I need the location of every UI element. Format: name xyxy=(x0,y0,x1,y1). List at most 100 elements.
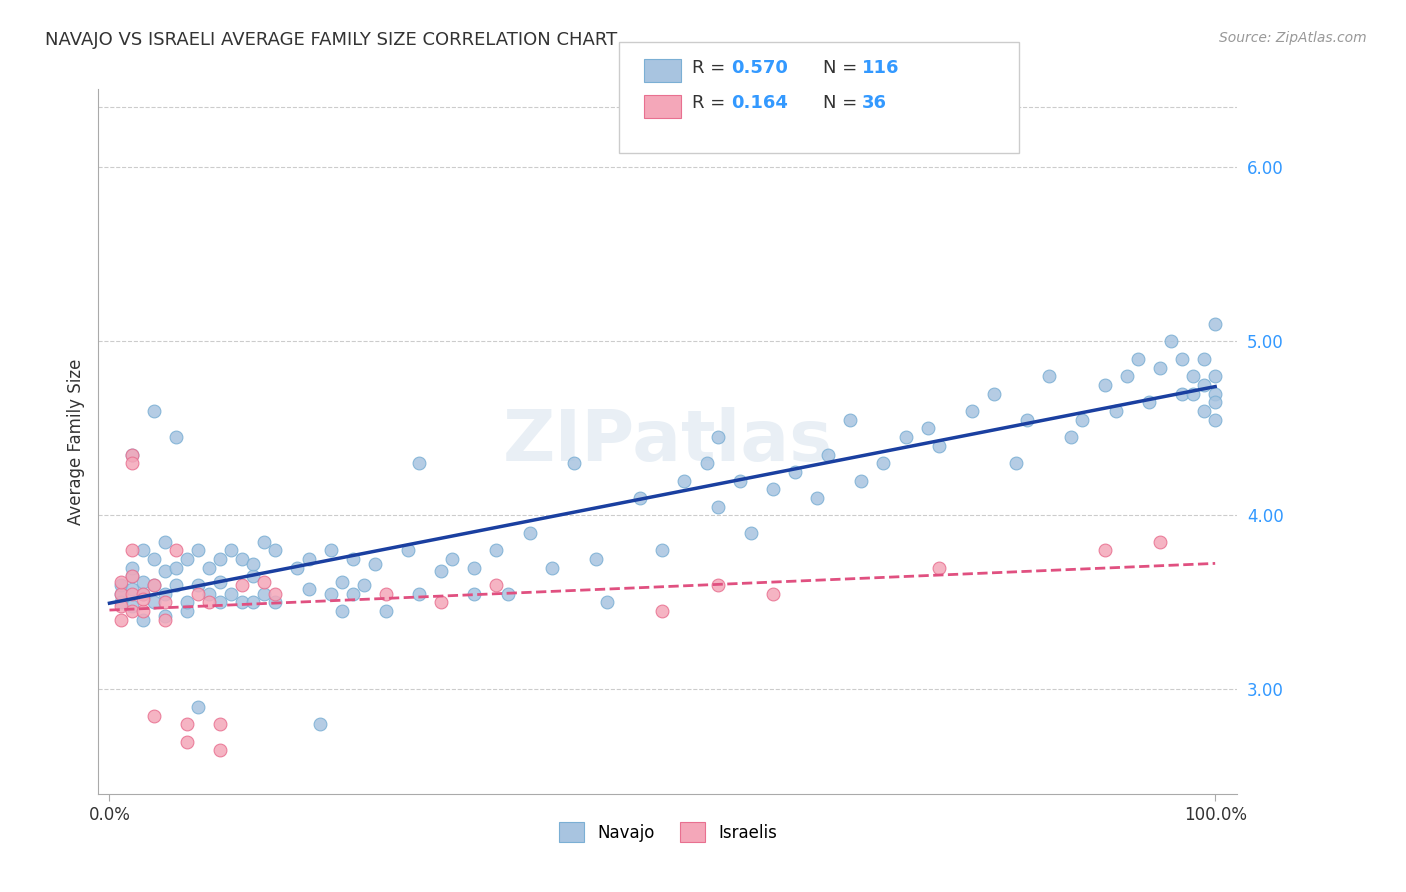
Point xyxy=(894,430,917,444)
Point xyxy=(485,543,508,558)
Point xyxy=(1149,360,1171,375)
Point xyxy=(187,587,209,601)
Point xyxy=(740,525,762,540)
Point xyxy=(264,543,287,558)
Point xyxy=(287,560,309,574)
Point xyxy=(1192,404,1215,418)
Point xyxy=(198,587,221,601)
Point xyxy=(176,595,198,609)
Point xyxy=(673,474,696,488)
Point xyxy=(142,552,165,566)
Point xyxy=(806,491,828,505)
Point xyxy=(1171,351,1194,366)
Point xyxy=(463,560,485,574)
Y-axis label: Average Family Size: Average Family Size xyxy=(66,359,84,524)
Text: N =: N = xyxy=(823,59,862,77)
Point xyxy=(817,448,839,462)
Text: 116: 116 xyxy=(862,59,900,77)
Point xyxy=(374,604,396,618)
Point xyxy=(131,592,153,607)
Point xyxy=(198,595,221,609)
Point xyxy=(374,587,396,601)
Point xyxy=(231,552,253,566)
Point xyxy=(408,587,430,601)
Point xyxy=(176,734,198,748)
Point xyxy=(121,569,143,583)
Point xyxy=(651,543,673,558)
Point xyxy=(983,386,1005,401)
Point xyxy=(1171,386,1194,401)
Point xyxy=(762,483,785,497)
Point xyxy=(396,543,419,558)
Text: NAVAJO VS ISRAELI AVERAGE FAMILY SIZE CORRELATION CHART: NAVAJO VS ISRAELI AVERAGE FAMILY SIZE CO… xyxy=(45,31,617,49)
Point xyxy=(131,604,153,618)
Point xyxy=(264,595,287,609)
Point xyxy=(1094,543,1116,558)
Text: ZIPatlas: ZIPatlas xyxy=(503,407,832,476)
Point xyxy=(121,582,143,596)
Point xyxy=(165,543,187,558)
Point xyxy=(839,413,862,427)
Point xyxy=(872,456,894,470)
Point xyxy=(1017,413,1039,427)
Point xyxy=(1204,369,1226,384)
Point xyxy=(1149,534,1171,549)
Point xyxy=(153,595,176,609)
Point xyxy=(1182,369,1205,384)
Point xyxy=(496,587,519,601)
Point xyxy=(187,578,209,592)
Point xyxy=(430,595,453,609)
Point xyxy=(198,560,221,574)
Legend: Navajo, Israelis: Navajo, Israelis xyxy=(553,815,783,849)
Point xyxy=(1104,404,1126,418)
Point xyxy=(187,543,209,558)
Point xyxy=(1038,369,1060,384)
Point xyxy=(1005,456,1028,470)
Point xyxy=(110,613,132,627)
Point xyxy=(628,491,651,505)
Point xyxy=(121,604,143,618)
Point xyxy=(242,569,264,583)
Point xyxy=(540,560,562,574)
Point xyxy=(131,587,153,601)
Point xyxy=(1137,395,1160,409)
Point xyxy=(651,604,673,618)
Text: R =: R = xyxy=(692,59,731,77)
Point xyxy=(219,543,242,558)
Point xyxy=(253,587,276,601)
Point xyxy=(441,552,464,566)
Point xyxy=(231,578,253,592)
Point xyxy=(1204,395,1226,409)
Point xyxy=(430,564,453,578)
Point xyxy=(1094,378,1116,392)
Point xyxy=(1204,386,1226,401)
Point xyxy=(153,609,176,624)
Text: 0.570: 0.570 xyxy=(731,59,787,77)
Point xyxy=(1071,413,1094,427)
Point xyxy=(110,574,132,589)
Point xyxy=(219,587,242,601)
Point xyxy=(562,456,585,470)
Point xyxy=(231,595,253,609)
Point xyxy=(330,574,353,589)
Point xyxy=(176,604,198,618)
Point xyxy=(706,578,728,592)
Point xyxy=(297,552,319,566)
Point xyxy=(131,587,153,601)
Point xyxy=(253,534,276,549)
Text: 0.164: 0.164 xyxy=(731,95,787,112)
Point xyxy=(330,604,353,618)
Point xyxy=(121,560,143,574)
Point xyxy=(596,595,619,609)
Point xyxy=(176,717,198,731)
Point xyxy=(121,587,143,601)
Point xyxy=(131,574,153,589)
Point xyxy=(585,552,607,566)
Point xyxy=(1204,413,1226,427)
Point xyxy=(209,552,232,566)
Point xyxy=(1060,430,1083,444)
Point xyxy=(110,587,132,601)
Point xyxy=(110,599,132,613)
Point xyxy=(242,558,264,572)
Point xyxy=(121,569,143,583)
